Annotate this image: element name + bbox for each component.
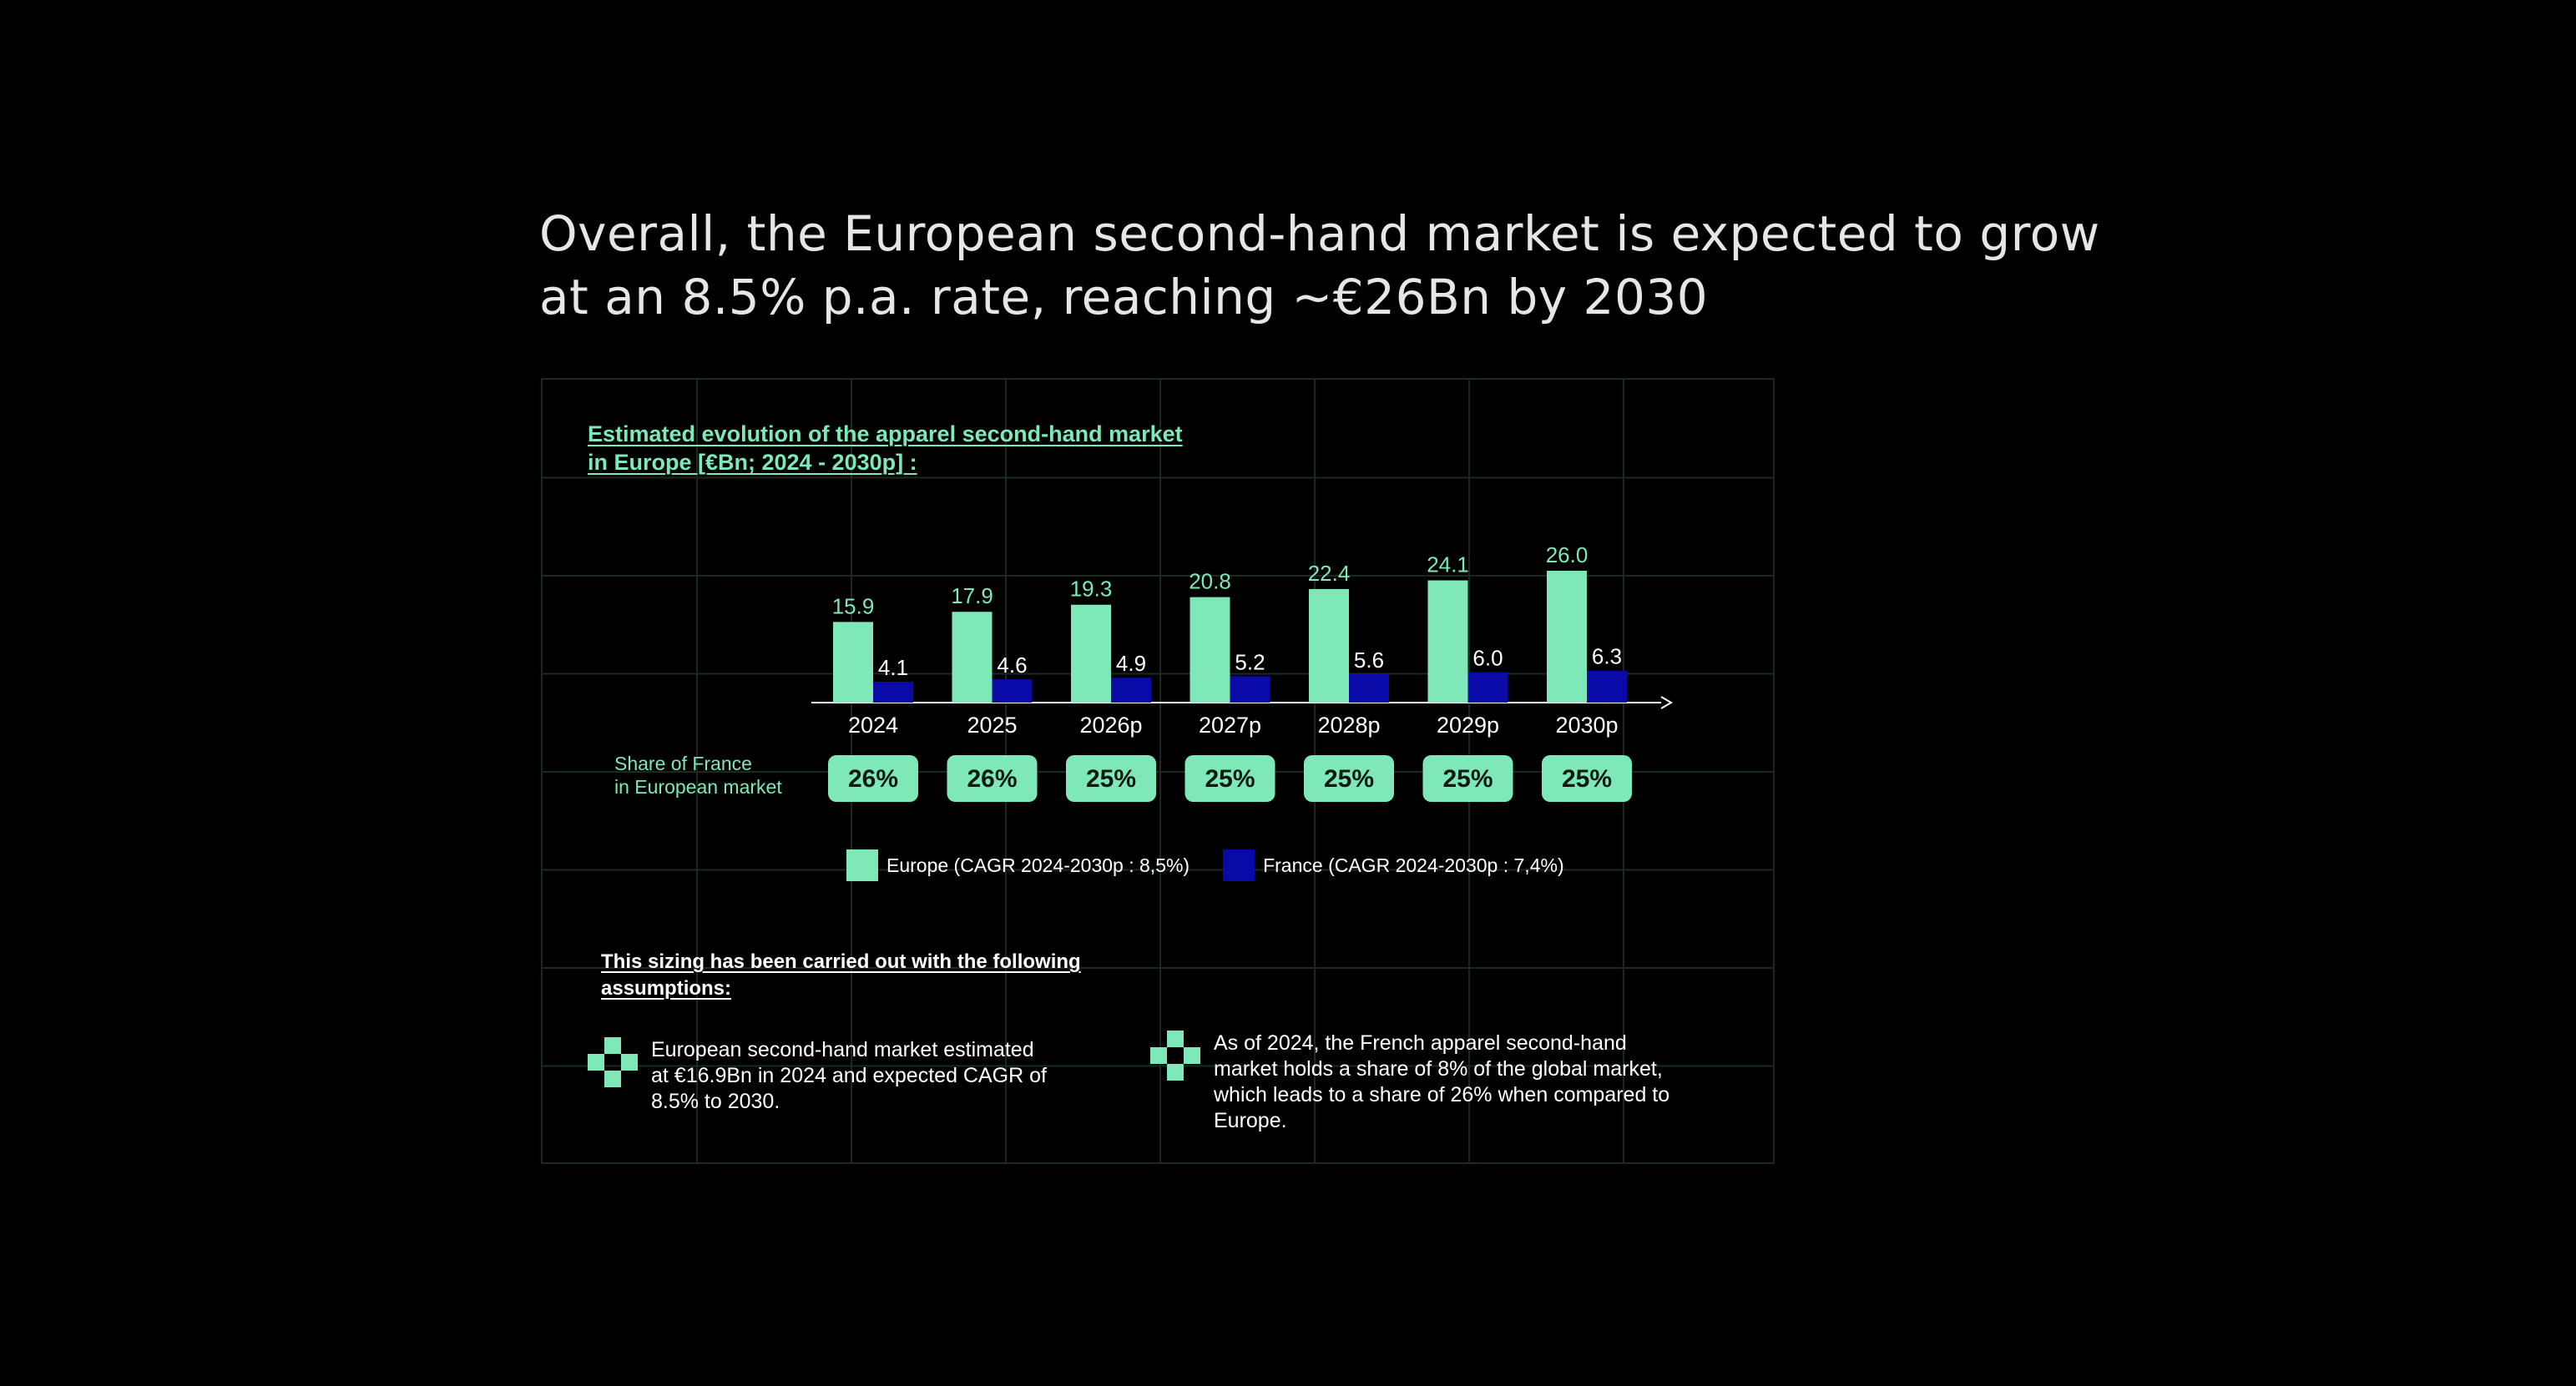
- x-tick-label: 2024: [848, 713, 898, 738]
- pixel-cross-icon: [588, 1037, 638, 1087]
- share-badge-value: 25%: [1324, 765, 1374, 793]
- chart-title-line-2: in Europe [€Bn; 2024 - 2030p] :: [588, 450, 917, 475]
- assumptions-title-line-1: This sizing has been carried out with th…: [601, 950, 1081, 973]
- icon-pixel: [1167, 1031, 1184, 1047]
- data-label-europe: 15.9: [832, 593, 875, 618]
- share-badge: [1304, 755, 1394, 802]
- share-badge-value: 25%: [1086, 765, 1136, 793]
- data-label-europe: 20.8: [1189, 569, 1231, 594]
- page-headline: Overall, the European second-hand market…: [539, 202, 2125, 329]
- icon-pixel: [604, 1037, 621, 1054]
- assumptions-title-line-2: assumptions:: [601, 977, 732, 1000]
- data-label-europe: 26.0: [1546, 542, 1589, 567]
- data-label-france: 5.2: [1235, 649, 1265, 674]
- data-label-france: 6.3: [1592, 644, 1622, 669]
- legend-item-france: France (CAGR 2024-2030p : 7,4%): [1223, 849, 1564, 881]
- icon-pixel: [588, 1054, 604, 1071]
- assumption-item-france: As of 2024, the French apparel second-ha…: [1150, 1031, 1669, 1134]
- share-label-line-2: in European market: [614, 776, 782, 798]
- chart-legend: Europe (CAGR 2024-2030p : 8,5%) France (…: [846, 849, 1564, 882]
- headline-line-2: at an 8.5% p.a. rate, reaching ~€26Bn by…: [539, 269, 1709, 325]
- chart-title-line-1: Estimated evolution of the apparel secon…: [588, 421, 1183, 446]
- data-label-france: 4.6: [997, 653, 1027, 678]
- assumption-item-europe: European second-hand market estimated at…: [588, 1037, 1047, 1115]
- legend-swatch-europe: [846, 849, 878, 881]
- data-label-europe: 17.9: [951, 583, 993, 608]
- bar-france: [1587, 670, 1627, 703]
- share-badge-value: 25%: [1562, 765, 1612, 793]
- data-label-europe: 24.1: [1427, 552, 1469, 577]
- icon-pixel: [1184, 1047, 1200, 1064]
- chart-title: Estimated evolution of the apparel secon…: [588, 420, 1183, 476]
- chart-panel: Estimated evolution of the apparel secon…: [541, 378, 1775, 1164]
- data-label-europe: 22.4: [1308, 561, 1351, 586]
- share-badge: [1542, 755, 1632, 802]
- bar-europe: [833, 622, 873, 703]
- bar-france: [1467, 672, 1508, 703]
- pixel-cross-icon: [1150, 1031, 1200, 1081]
- assumption-1-line-3: 8.5% to 2030.: [651, 1090, 780, 1113]
- x-tick-label: 2025: [967, 713, 1017, 738]
- share-badge: [1184, 755, 1275, 802]
- x-tick-label: 2028p: [1317, 713, 1380, 738]
- icon-pixel: [1150, 1047, 1167, 1064]
- icon-pixel: [1167, 1064, 1184, 1081]
- assumption-text-france: As of 2024, the French apparel second-ha…: [1214, 1031, 1669, 1134]
- legend-label-france: France (CAGR 2024-2030p : 7,4%): [1263, 854, 1564, 876]
- data-label-europe: 19.3: [1070, 577, 1113, 602]
- bar-france: [873, 682, 913, 703]
- share-label-line-1: Share of France: [614, 753, 752, 774]
- data-label-france: 4.1: [878, 655, 908, 680]
- share-of-france-label: Share of France in European market: [614, 752, 782, 799]
- legend-swatch-france: [1223, 849, 1255, 881]
- bar-chart: 15.9 4.1 2024 26% 17.9 4.6 2025 26% 19.3 4.9 2026p…: [811, 542, 1673, 802]
- assumption-1-line-2: at €16.9Bn in 2024 and expected CAGR of: [651, 1064, 1047, 1087]
- assumption-2-line-4: Europe.: [1214, 1109, 1287, 1132]
- x-tick-label: 2027p: [1199, 713, 1261, 738]
- bar-europe: [1071, 604, 1111, 703]
- data-label-france: 6.0: [1472, 646, 1503, 671]
- x-tick-label: 2030p: [1555, 713, 1618, 738]
- data-label-france: 5.6: [1354, 648, 1384, 673]
- assumption-1-line-1: European second-hand market estimated: [651, 1038, 1034, 1061]
- share-badge: [828, 755, 918, 802]
- icon-pixel: [604, 1071, 621, 1087]
- share-badge: [1422, 755, 1513, 802]
- bar-europe: [1190, 597, 1230, 703]
- x-tick-label: 2026p: [1079, 713, 1142, 738]
- bar-europe: [1547, 571, 1587, 703]
- headline-line-1: Overall, the European second-hand market…: [539, 205, 2100, 262]
- assumptions-title: This sizing has been carried out with th…: [601, 949, 1081, 1002]
- assumption-text-europe: European second-hand market estimated at…: [651, 1037, 1047, 1115]
- bar-europe: [1309, 588, 1349, 703]
- assumption-2-line-3: which leads to a share of 26% when compa…: [1214, 1083, 1670, 1106]
- legend-item-europe: Europe (CAGR 2024-2030p : 8,5%): [846, 849, 1190, 881]
- share-badge-value: 25%: [1442, 765, 1493, 793]
- share-badge: [1066, 755, 1156, 802]
- share-badge: [947, 755, 1038, 802]
- bar-france: [1230, 676, 1270, 703]
- bar-france: [1349, 673, 1389, 703]
- assumption-2-line-1: As of 2024, the French apparel second-ha…: [1214, 1031, 1627, 1055]
- share-badge-value: 26%: [967, 765, 1017, 793]
- data-label-france: 4.9: [1116, 651, 1146, 676]
- legend-label-europe: Europe (CAGR 2024-2030p : 8,5%): [886, 854, 1190, 876]
- bar-france: [1111, 678, 1151, 703]
- assumption-2-line-2: market holds a share of 8% of the global…: [1214, 1057, 1663, 1081]
- icon-pixel: [621, 1054, 638, 1071]
- share-badge-value: 25%: [1205, 765, 1255, 793]
- bar-europe: [952, 612, 993, 703]
- x-tick-label: 2029p: [1437, 713, 1499, 738]
- bar-france: [992, 679, 1033, 703]
- bar-europe: [1427, 580, 1468, 703]
- x-axis-arrow: [1660, 696, 1673, 709]
- share-badge-value: 26%: [848, 765, 898, 793]
